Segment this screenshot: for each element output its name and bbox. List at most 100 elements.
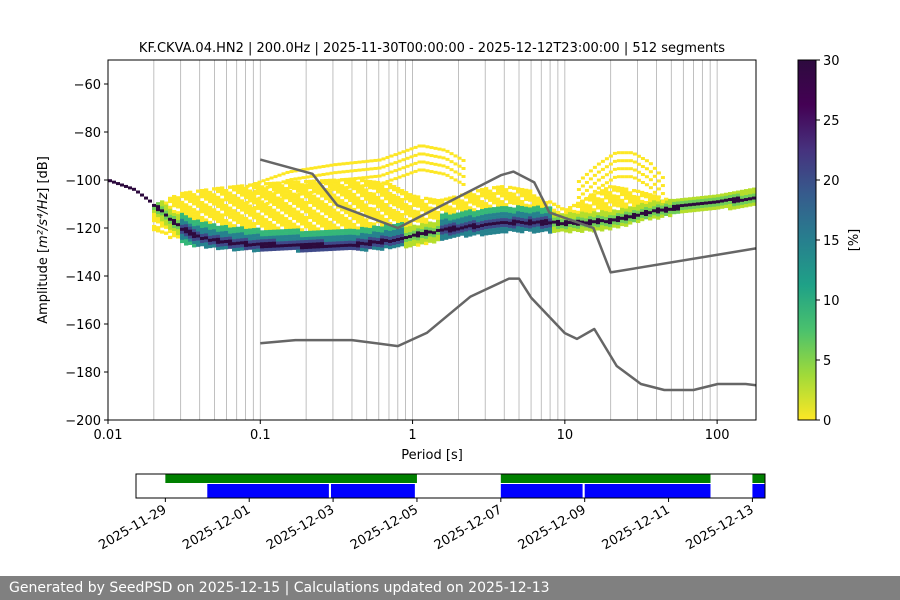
heatmap-cell xyxy=(364,218,369,222)
heatmap-cell xyxy=(500,227,505,231)
heatmap-cell xyxy=(664,197,669,201)
heatmap-cell xyxy=(716,206,721,210)
heatmap-cell xyxy=(352,225,357,230)
heatmap-cell xyxy=(612,203,617,207)
heatmap-cell xyxy=(156,202,161,206)
heatmap-cell xyxy=(628,197,633,201)
heatmap-cell xyxy=(232,245,237,249)
heatmap-cell xyxy=(413,161,418,165)
heatmap-cell xyxy=(396,228,401,233)
heatmap-cell xyxy=(240,238,245,242)
heatmap-cell xyxy=(204,224,209,228)
heatmap-cell xyxy=(421,160,426,164)
heatmap-cell xyxy=(340,235,345,239)
heatmap-cell xyxy=(429,170,434,174)
heatmap-cell xyxy=(188,226,193,230)
heatmap-cell xyxy=(208,223,213,228)
heatmap-cell xyxy=(224,224,229,229)
heatmap-cell xyxy=(512,207,517,211)
heatmap-cell xyxy=(309,182,314,186)
heatmap-cell xyxy=(600,192,605,196)
heatmap-cell xyxy=(184,203,189,207)
heatmap-cell xyxy=(484,208,489,212)
heatmap-cell xyxy=(461,174,466,178)
heatmap-cell xyxy=(172,200,177,205)
heatmap-cell xyxy=(728,201,733,205)
heatmap-cell xyxy=(312,230,317,234)
heatmap-cell xyxy=(280,238,285,242)
heatmap-cell xyxy=(260,233,265,237)
heatmap-cell xyxy=(361,160,366,164)
heatmap-cell xyxy=(508,197,513,202)
heatmap-cell xyxy=(384,242,389,246)
heatmap-cell xyxy=(364,248,369,252)
heatmap-cell xyxy=(256,185,261,189)
heatmap-cell xyxy=(368,230,373,235)
heatmap-cell xyxy=(280,223,285,227)
heatmap-cell xyxy=(500,185,505,189)
heatmap-cell xyxy=(212,208,217,212)
heatmap-cell xyxy=(300,216,305,220)
heatmap-cell xyxy=(208,226,213,231)
heatmap-cell xyxy=(272,247,277,251)
heatmap-cell xyxy=(220,186,225,190)
heatmap-cell xyxy=(452,195,457,199)
heatmap-cell xyxy=(372,222,377,226)
heatmap-cell xyxy=(368,236,373,241)
heatmap-cell xyxy=(720,193,725,197)
heatmap-cell xyxy=(504,191,509,195)
heatmap-cell xyxy=(156,217,161,221)
heatmap-cell xyxy=(596,197,601,201)
heatmap-cell xyxy=(224,233,229,238)
heatmap-cell xyxy=(332,184,337,188)
heatmap-cell xyxy=(404,206,409,210)
heatmap-cell xyxy=(288,234,293,239)
heatmap-cell xyxy=(520,190,525,195)
heatmap-cell xyxy=(436,231,441,236)
heatmap-cell xyxy=(236,211,241,216)
heatmap-cell xyxy=(592,214,597,218)
heatmap-cell xyxy=(296,231,301,235)
heatmap-cell xyxy=(304,237,309,241)
heatmap-cell xyxy=(280,247,285,251)
heatmap-cell xyxy=(280,220,285,224)
heatmap-cell xyxy=(192,241,197,245)
heatmap-cell xyxy=(288,231,293,236)
heatmap-cell xyxy=(388,215,393,220)
heatmap-cell xyxy=(200,206,205,211)
heatmap-cell xyxy=(128,186,132,190)
heatmap-cell xyxy=(608,154,613,158)
heatmap-cell xyxy=(556,219,561,224)
heatmap-cell xyxy=(433,162,438,166)
timeline-tick-label: 2025-12-09 xyxy=(516,502,589,553)
heatmap-cell xyxy=(712,197,717,202)
heatmap-cell xyxy=(256,242,261,246)
heatmap-cell xyxy=(592,202,597,206)
heatmap-cell xyxy=(340,232,345,236)
heatmap-cell xyxy=(288,180,293,185)
x-tick-label: 0.01 xyxy=(94,428,123,443)
heatmap-cell xyxy=(420,232,425,236)
heatmap-cell xyxy=(312,242,317,246)
heatmap-cell xyxy=(520,226,525,231)
heatmap-cell xyxy=(312,227,317,231)
heatmap-cell xyxy=(204,233,209,237)
heatmap-cell xyxy=(608,209,613,213)
heatmap-cell xyxy=(632,194,637,199)
heatmap-cell xyxy=(400,216,405,220)
heatmap-cell xyxy=(332,229,337,233)
heatmap-cell xyxy=(172,233,177,238)
heatmap-cell xyxy=(412,212,417,216)
heatmap-cell xyxy=(460,232,465,236)
heatmap-cell xyxy=(380,193,385,197)
heatmap-cell xyxy=(304,189,309,193)
heatmap-cell xyxy=(324,193,329,198)
heatmap-cell xyxy=(245,184,250,188)
heatmap-cell xyxy=(276,226,281,230)
heatmap-cell xyxy=(220,246,225,250)
heatmap-cell xyxy=(376,204,381,209)
heatmap-cell xyxy=(488,195,493,199)
heatmap-cell xyxy=(660,211,665,215)
heatmap-cell xyxy=(504,197,509,201)
heatmap-cell xyxy=(396,213,401,218)
